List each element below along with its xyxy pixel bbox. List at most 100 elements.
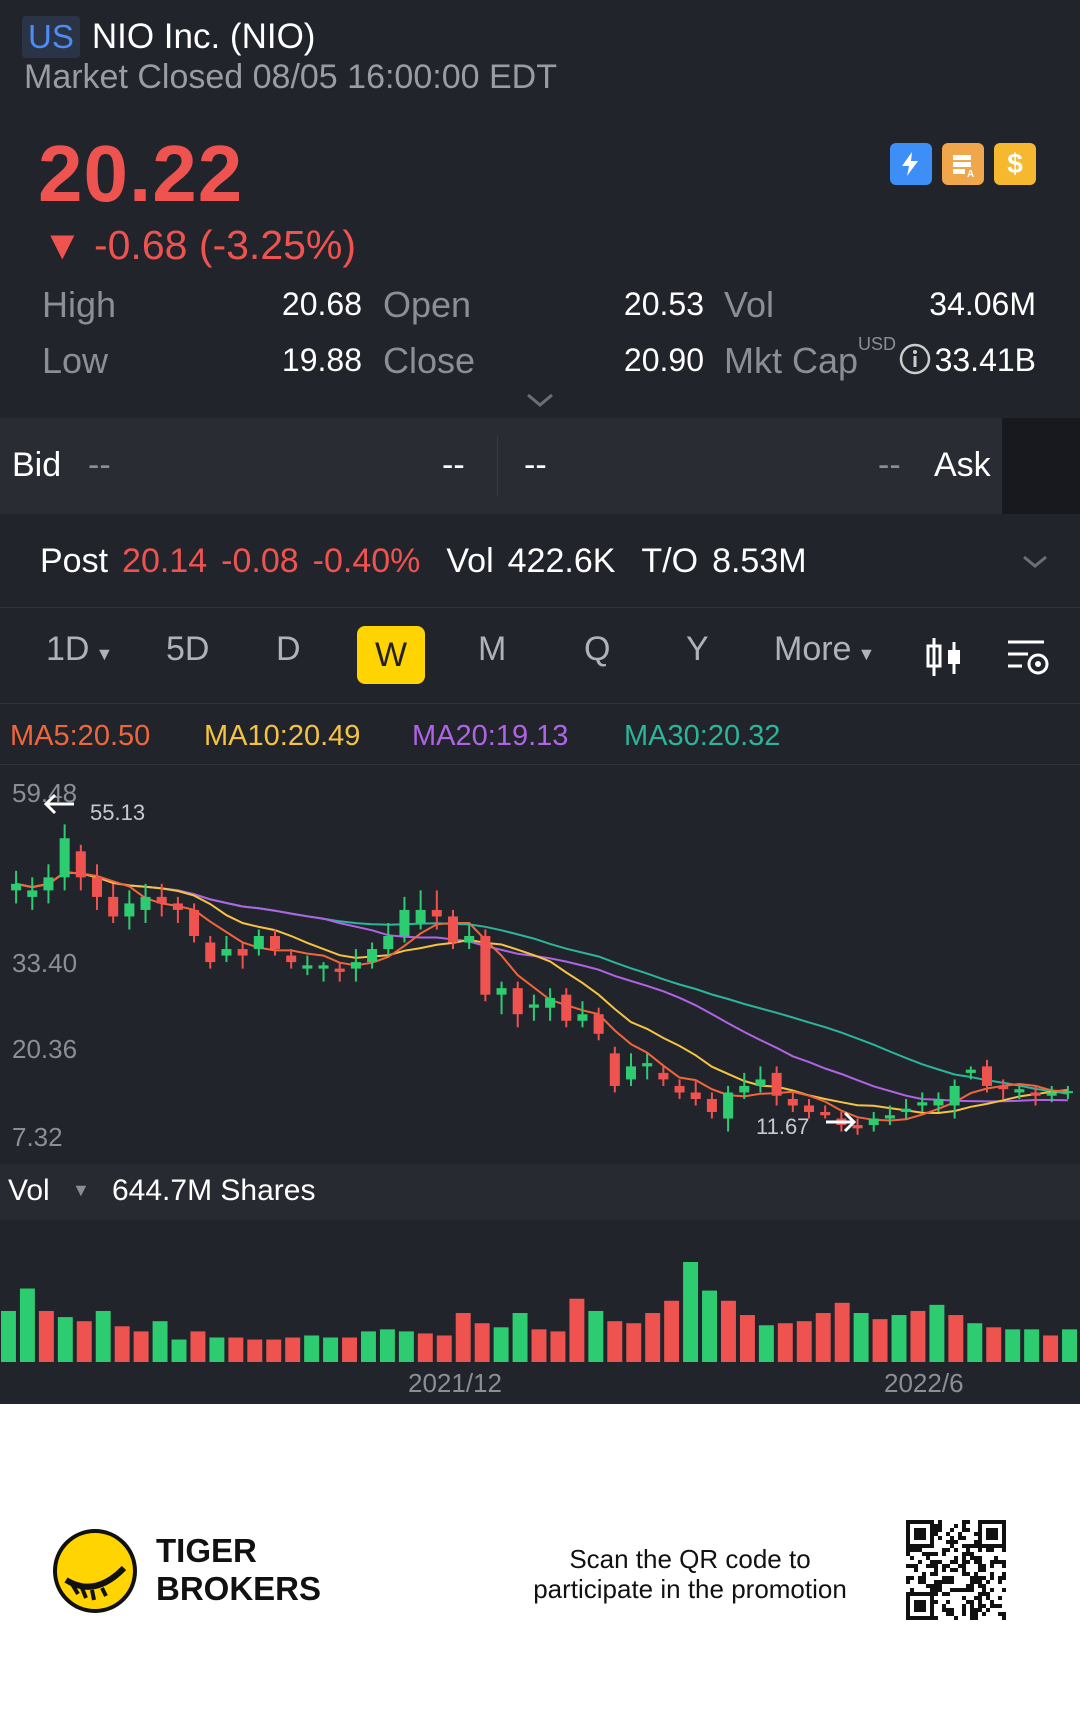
qr-module bbox=[962, 1604, 966, 1608]
lightning-level1-icon[interactable] bbox=[890, 143, 932, 185]
candle bbox=[156, 883, 167, 917]
candle bbox=[75, 844, 86, 891]
volume-bar bbox=[361, 1331, 376, 1362]
dollar-icon[interactable]: $ bbox=[994, 143, 1036, 185]
mktcap-label: Mkt Cap bbox=[724, 340, 859, 381]
qr-module bbox=[906, 1564, 910, 1568]
candle-body bbox=[933, 1098, 944, 1106]
volume-bar bbox=[796, 1321, 812, 1362]
tab-q[interactable]: Q bbox=[584, 630, 611, 668]
candle-body bbox=[690, 1092, 701, 1099]
price-chart[interactable] bbox=[0, 766, 1080, 1164]
expand-chevron-icon[interactable] bbox=[524, 390, 556, 415]
post-market-row[interactable]: Post 20.14 -0.08 -0.40% Vol 422.6K T/O 8… bbox=[40, 542, 807, 581]
tab-more[interactable]: More ▼ bbox=[774, 630, 875, 669]
candle bbox=[334, 962, 345, 982]
qr-module bbox=[994, 1604, 998, 1608]
tab-y[interactable]: Y bbox=[686, 630, 709, 668]
post-vol: 422.6K bbox=[507, 542, 616, 580]
tab-w[interactable]: W bbox=[357, 626, 425, 684]
qr-module bbox=[998, 1560, 1002, 1564]
qr-module bbox=[986, 1580, 990, 1584]
qr-module bbox=[982, 1612, 986, 1616]
candle bbox=[852, 1118, 863, 1135]
divider bbox=[0, 607, 1080, 608]
qr-module bbox=[934, 1528, 938, 1532]
candle bbox=[642, 1053, 653, 1080]
dropdown-caret-icon[interactable]: ▼ bbox=[72, 1180, 90, 1200]
volume-bar bbox=[721, 1300, 736, 1362]
candle-body bbox=[253, 936, 264, 950]
qr-module bbox=[950, 1568, 954, 1572]
candle bbox=[690, 1079, 701, 1106]
tab-1d[interactable]: 1D ▼ bbox=[46, 630, 113, 669]
candle bbox=[965, 1066, 976, 1080]
candle-body bbox=[593, 1014, 604, 1034]
qr-module bbox=[970, 1576, 974, 1580]
arrow-right-icon bbox=[824, 1110, 858, 1139]
candle bbox=[868, 1112, 879, 1132]
post-chevron-icon[interactable] bbox=[1020, 552, 1050, 577]
tab-d[interactable]: D bbox=[276, 630, 301, 668]
volume-bar bbox=[493, 1327, 509, 1362]
volume-chart[interactable] bbox=[0, 1222, 1080, 1362]
candle-body bbox=[512, 988, 523, 1015]
tab-m[interactable]: M bbox=[478, 630, 507, 668]
qr-module bbox=[954, 1556, 958, 1560]
qr-module bbox=[906, 1576, 910, 1580]
qr-module bbox=[994, 1560, 998, 1564]
candle-body bbox=[674, 1085, 685, 1093]
qr-module bbox=[974, 1560, 978, 1564]
qr-module bbox=[918, 1548, 922, 1552]
qr-module bbox=[906, 1548, 910, 1552]
qr-module bbox=[942, 1576, 946, 1580]
candle bbox=[593, 1007, 604, 1041]
candle-body bbox=[771, 1072, 782, 1096]
candle bbox=[59, 824, 70, 891]
ask-price: -- bbox=[878, 446, 901, 484]
qr-module bbox=[922, 1576, 926, 1580]
qr-module bbox=[938, 1536, 942, 1540]
qr-module bbox=[910, 1588, 914, 1592]
qr-module bbox=[986, 1608, 990, 1612]
candle-body bbox=[11, 883, 22, 891]
candle bbox=[318, 962, 329, 982]
qr-module bbox=[938, 1560, 942, 1564]
candle bbox=[771, 1066, 782, 1106]
qr-module bbox=[1002, 1560, 1006, 1564]
stack-a-icon[interactable]: A bbox=[942, 143, 984, 185]
qr-module bbox=[906, 1552, 910, 1556]
candle bbox=[949, 1079, 960, 1119]
qr-module bbox=[966, 1560, 970, 1564]
candle-body bbox=[318, 965, 329, 969]
x-axis-label-2: 2022/6 bbox=[884, 1368, 964, 1398]
qr-module bbox=[914, 1564, 918, 1568]
volume-bar bbox=[171, 1339, 187, 1362]
qr-module bbox=[958, 1564, 962, 1568]
high-label: High bbox=[42, 284, 117, 325]
info-icon[interactable] bbox=[898, 342, 934, 378]
qr-code[interactable] bbox=[906, 1520, 1006, 1620]
qr-module bbox=[970, 1604, 974, 1608]
candle-body bbox=[399, 909, 410, 937]
candle bbox=[383, 922, 394, 956]
tab-5d[interactable]: 5D bbox=[166, 630, 210, 668]
price-change: ▼ -0.68 (-3.25%) bbox=[42, 222, 357, 268]
qr-module bbox=[978, 1596, 982, 1600]
candle bbox=[658, 1066, 669, 1086]
qr-module bbox=[918, 1580, 922, 1584]
volume-bar bbox=[588, 1310, 604, 1362]
volume-bar bbox=[247, 1339, 263, 1362]
volume-bar bbox=[531, 1329, 547, 1362]
candle-body bbox=[1014, 1089, 1025, 1093]
candle-body bbox=[868, 1118, 879, 1126]
qr-module bbox=[958, 1536, 962, 1540]
qr-module bbox=[966, 1520, 970, 1524]
qr-module bbox=[962, 1552, 966, 1556]
post-change: -0.08 bbox=[221, 542, 299, 580]
stock-title[interactable]: NIO Inc. (NIO) bbox=[91, 17, 316, 56]
volume-header[interactable]: Vol ▼ 644.7M Shares bbox=[0, 1164, 1080, 1220]
chart-settings-icon[interactable] bbox=[1006, 638, 1050, 683]
candle-body bbox=[383, 936, 394, 950]
candlestick-type-icon[interactable] bbox=[924, 636, 964, 683]
